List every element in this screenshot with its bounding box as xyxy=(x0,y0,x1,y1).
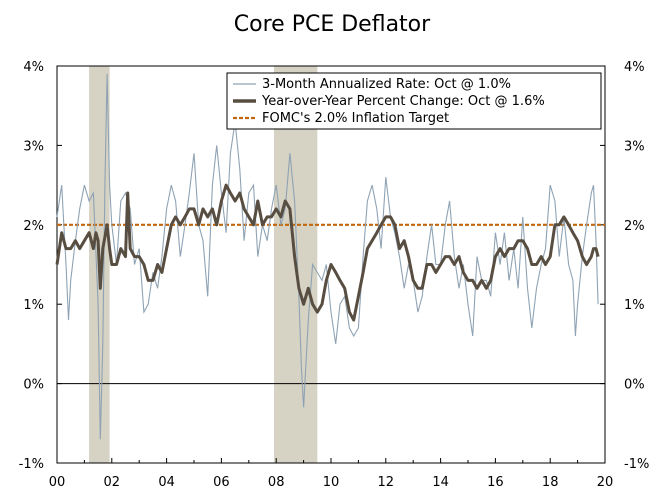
y-tick-label-left: 1% xyxy=(23,298,44,313)
x-tick-label: 20 xyxy=(597,475,614,489)
x-tick-label: 18 xyxy=(542,475,559,489)
legend: 3-Month Annualized Rate: Oct @ 1.0% Year… xyxy=(226,72,602,130)
legend-entry-target: FOMC's 2.0% Inflation Target xyxy=(262,111,449,126)
y-tick-label-right: 1% xyxy=(624,298,645,313)
y-tick-label-right: 3% xyxy=(624,139,645,154)
x-tick-label: 08 xyxy=(268,475,285,489)
y-tick-label-left: -1% xyxy=(19,457,44,472)
y-tick-label-right: 4% xyxy=(624,60,645,75)
y-tick-label-left: 3% xyxy=(23,139,44,154)
y-tick-label-right: -1% xyxy=(624,457,649,472)
x-tick-label: 02 xyxy=(104,475,121,489)
x-tick-label: 16 xyxy=(487,475,504,489)
chart-title: Core PCE Deflator xyxy=(234,12,431,37)
y-tick-label-left: 4% xyxy=(23,60,44,75)
y-tick-label-left: 2% xyxy=(23,219,44,234)
y-tick-label-left: 0% xyxy=(23,378,44,393)
x-tick-label: 04 xyxy=(158,475,175,489)
y-tick-label-right: 0% xyxy=(624,378,645,393)
legend-box xyxy=(226,72,602,130)
y-tick-label-right: 2% xyxy=(624,219,645,234)
x-tick-label: 00 xyxy=(49,475,66,489)
x-tick-label: 06 xyxy=(213,475,230,489)
x-tick-label: 12 xyxy=(378,475,395,489)
legend-entry-annualized: 3-Month Annualized Rate: Oct @ 1.0% xyxy=(262,77,511,92)
x-tick-label: 14 xyxy=(432,475,449,489)
x-tick-label: 10 xyxy=(323,475,340,489)
series-line-yoy xyxy=(55,183,600,322)
legend-entry-yoy: Year-over-Year Percent Change: Oct @ 1.6… xyxy=(261,94,545,109)
